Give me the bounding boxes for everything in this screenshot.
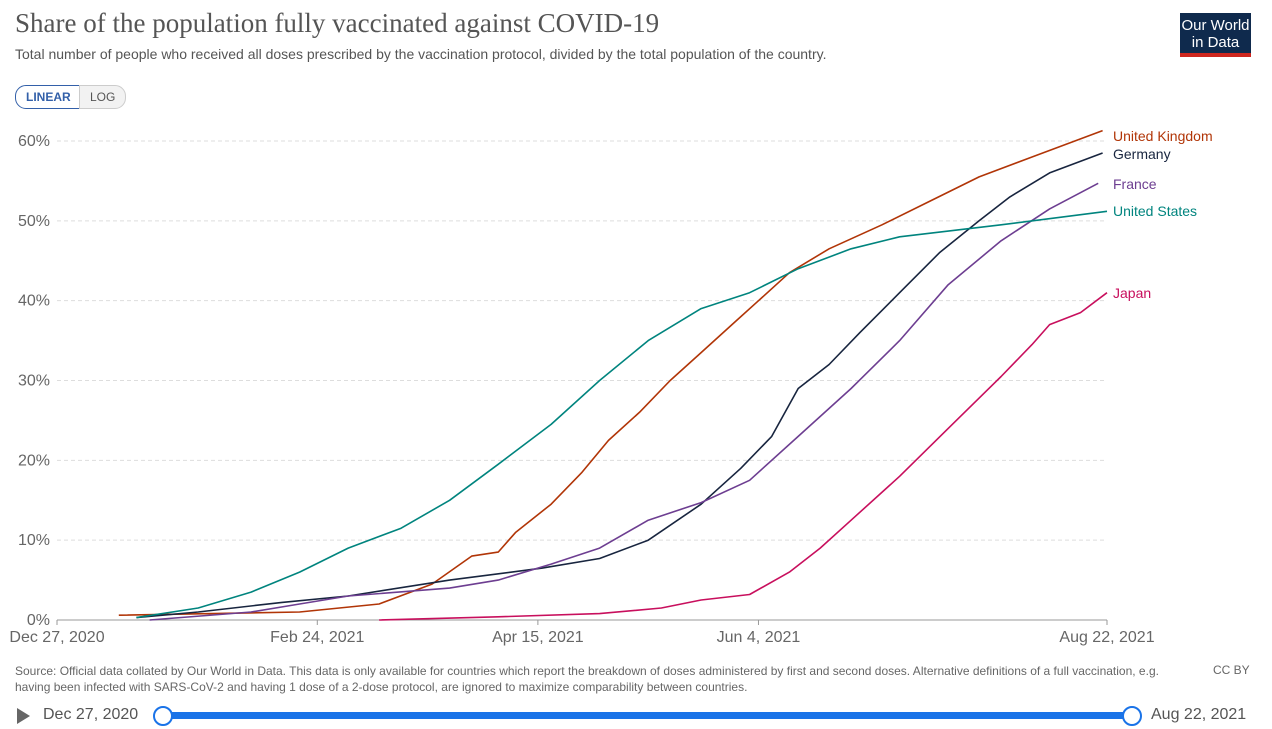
y-tick-label: 50% (18, 213, 50, 230)
y-tick-label: 30% (18, 373, 50, 390)
license-link[interactable]: CC BY (1213, 663, 1250, 677)
linear-scale-button[interactable]: LINEAR (15, 85, 82, 109)
x-tick-label: Jun 4, 2021 (717, 629, 801, 646)
y-tick-label: 40% (18, 293, 50, 310)
source-note: Source: Official data collated by Our Wo… (15, 664, 1159, 694)
play-icon[interactable] (17, 708, 30, 724)
timeline-start-handle[interactable] (153, 706, 173, 726)
timeline-start-label: Dec 27, 2020 (43, 706, 139, 723)
series-label: Japan (1113, 285, 1151, 301)
x-tick-label: Aug 22, 2021 (1059, 629, 1154, 646)
series-label: Germany (1113, 146, 1171, 162)
series-label: France (1113, 176, 1157, 192)
chart-title: Share of the population fully vaccinated… (15, 8, 660, 38)
x-tick-label: Dec 27, 2020 (9, 629, 104, 646)
x-tick-label: Feb 24, 2021 (270, 629, 364, 646)
series-line-france (149, 182, 1099, 621)
timeline-end-label: Aug 22, 2021 (1151, 706, 1247, 723)
timeline-track[interactable] (162, 712, 1132, 719)
series-line-united-states (136, 210, 1108, 619)
log-scale-button[interactable]: LOG (79, 85, 127, 109)
series-line-germany (136, 152, 1103, 619)
y-tick-label: 60% (18, 133, 50, 150)
series-line-united-kingdom (118, 129, 1103, 616)
owid-logo[interactable]: Our World in Data (1180, 13, 1251, 57)
y-tick-label: 10% (18, 532, 50, 549)
timeline-end-handle[interactable] (1122, 706, 1142, 726)
y-tick-label: 20% (18, 452, 50, 469)
series-label: United Kingdom (1113, 128, 1213, 144)
chart-subtitle: Total number of people who received all … (15, 46, 827, 62)
series-label: United States (1113, 203, 1197, 219)
y-tick-label: 0% (27, 612, 50, 629)
series-line-japan (379, 292, 1108, 621)
x-tick-label: Apr 15, 2021 (492, 629, 584, 646)
